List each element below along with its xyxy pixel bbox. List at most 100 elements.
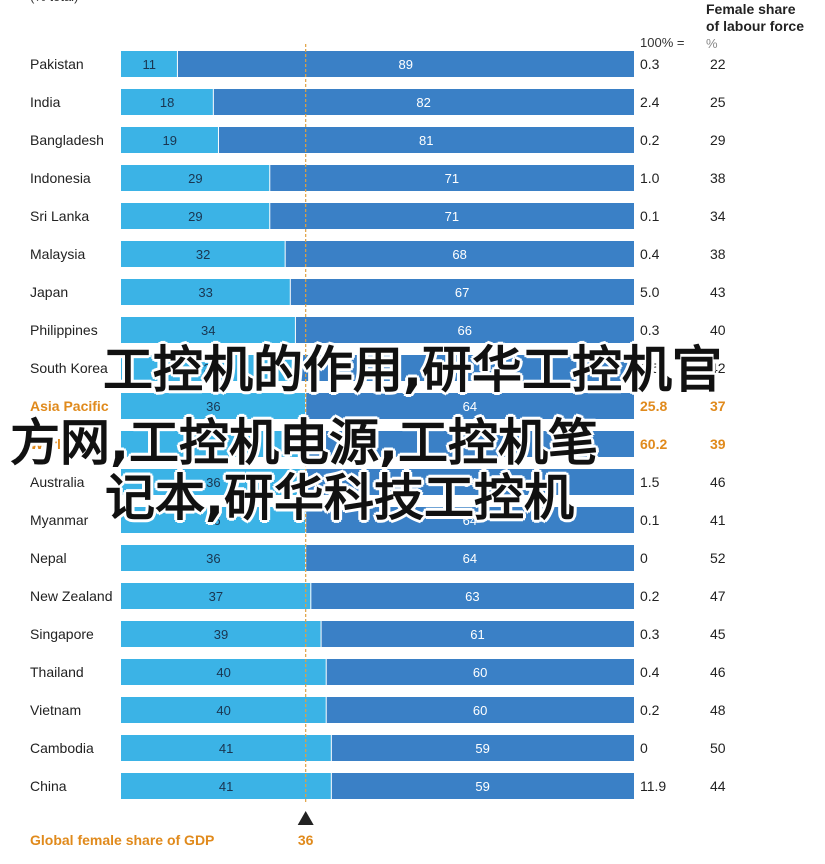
bar-female <box>121 431 306 457</box>
bar-male-label: 59 <box>475 741 489 756</box>
reference-marker-icon <box>297 811 314 825</box>
header-top-line: (% total) <box>30 0 78 4</box>
bar-male-label: 64 <box>463 437 477 452</box>
bar-male <box>331 773 634 799</box>
bar-female-label: 19 <box>163 133 177 148</box>
gdp-value: 0 <box>640 550 648 566</box>
gdp-value: 0.2 <box>640 702 660 718</box>
labour-share-value: 41 <box>710 512 726 528</box>
gdp-value: 0.4 <box>640 664 660 680</box>
bar-female <box>121 735 332 761</box>
country-label: Myanmar <box>30 512 89 528</box>
bar-male-label: 82 <box>416 95 430 110</box>
gdp-value: 25.8 <box>640 398 667 414</box>
gdp-value: 11.9 <box>640 778 666 794</box>
gdp-value: 0.1 <box>640 208 660 224</box>
bar-male-label: 64 <box>463 475 477 490</box>
gdp-value: 2.4 <box>640 94 660 110</box>
bar-female <box>121 241 286 267</box>
bar-female-label: 41 <box>219 741 233 756</box>
country-label: Cambodia <box>30 740 94 756</box>
country-label: South Korea <box>30 360 108 376</box>
bar-female <box>121 279 291 305</box>
labour-share-value: 34 <box>710 208 726 224</box>
labour-share-value: 46 <box>710 474 726 490</box>
labour-share-value: 38 <box>710 246 726 262</box>
bar-male-label: 63 <box>465 589 479 604</box>
bar-male-label: 64 <box>463 513 477 528</box>
gdp-value: 0.2 <box>640 588 660 604</box>
bar-female-label: 36 <box>206 437 220 452</box>
bar-male-label: 65 <box>460 361 474 376</box>
country-label: Australia <box>30 474 85 490</box>
bar-female <box>121 165 270 191</box>
bar-male-label: 64 <box>463 399 477 414</box>
labour-share-value: 47 <box>710 588 726 604</box>
bar-female <box>121 583 311 609</box>
bar-female <box>121 507 306 533</box>
country-label: China <box>30 778 67 794</box>
header-100-label: 100% = <box>640 35 684 50</box>
bar-male-label: 59 <box>475 779 489 794</box>
bar-female-label: 37 <box>209 589 223 604</box>
bar-male-label: 68 <box>452 247 466 262</box>
bar-female-label: 40 <box>216 703 230 718</box>
labour-share-value: 46 <box>710 664 726 680</box>
country-label: Malaysia <box>30 246 85 262</box>
bar-female-label: 39 <box>214 627 228 642</box>
labour-share-value: 38 <box>710 170 726 186</box>
bar-female-label: 36 <box>206 475 220 490</box>
bar-male-label: 64 <box>463 551 477 566</box>
bar-male-label: 67 <box>455 285 469 300</box>
bar-male <box>213 89 634 115</box>
bar-female <box>121 203 270 229</box>
bar-male-label: 71 <box>445 209 459 224</box>
bar-female <box>121 51 178 77</box>
bar-female-label: 35 <box>204 361 218 376</box>
gdp-value: 1.5 <box>640 474 660 490</box>
watermark-line-2: 方网,工控机电源,工控机笔 <box>10 414 598 472</box>
right-header-unit: % <box>706 36 718 51</box>
reference-value-label: 36 <box>298 832 314 848</box>
bar-male <box>326 659 634 685</box>
labour-share-value: 39 <box>710 436 726 452</box>
bar-male <box>305 431 634 457</box>
labour-share-value: 40 <box>710 322 726 338</box>
bar-female-label: 29 <box>188 209 202 224</box>
country-label: Indonesia <box>30 170 91 186</box>
bar-male-label: 81 <box>419 133 433 148</box>
country-label: Vietnam <box>30 702 81 718</box>
labour-share-value: 29 <box>710 132 726 148</box>
right-header-title-2: of labour force <box>706 18 804 34</box>
bar-female-label: 33 <box>198 285 212 300</box>
bar-female-label: 29 <box>188 171 202 186</box>
country-label: World <box>30 436 69 452</box>
bar-female-label: 34 <box>201 323 215 338</box>
country-label: Thailand <box>30 664 84 680</box>
bar-female-label: 36 <box>206 551 220 566</box>
bar-female <box>121 469 306 495</box>
country-label: Pakistan <box>30 56 84 72</box>
bar-female <box>121 317 296 343</box>
bar-male <box>305 469 634 495</box>
labour-share-value: 52 <box>710 550 726 566</box>
bar-female <box>121 89 214 115</box>
country-label: Sri Lanka <box>30 208 89 224</box>
bar-male-label: 60 <box>473 665 487 680</box>
bar-female-label: 41 <box>219 779 233 794</box>
bar-male <box>269 203 634 229</box>
bar-male <box>305 393 634 419</box>
gdp-value: 60.2 <box>640 436 667 452</box>
labour-share-value: 22 <box>710 56 726 72</box>
bar-male-label: 66 <box>457 323 471 338</box>
bar-female-label: 32 <box>196 247 210 262</box>
bar-female-label: 40 <box>216 665 230 680</box>
bar-male-label: 60 <box>473 703 487 718</box>
bar-female <box>121 393 306 419</box>
reference-caption: Global female share of GDP <box>30 832 214 848</box>
right-header-title-1: Female share <box>706 1 796 17</box>
bar-female <box>121 659 327 685</box>
gdp-value: 0.4 <box>640 246 660 262</box>
bar-male <box>218 127 634 153</box>
